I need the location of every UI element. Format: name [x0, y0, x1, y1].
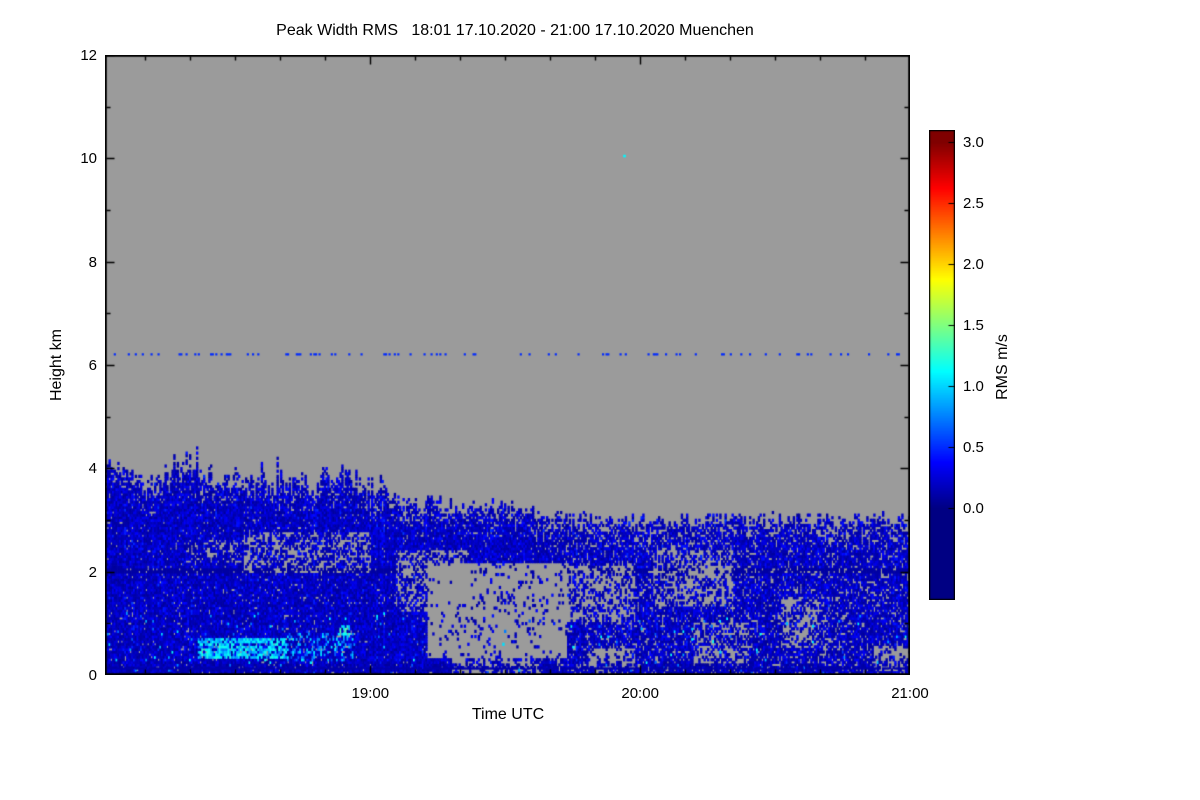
y-tick-label: 2 — [88, 563, 97, 581]
colorbar-tick-label: 2.0 — [963, 256, 984, 273]
colorbar-tick-label: 0.0 — [963, 500, 984, 517]
y-tick-label: 12 — [80, 47, 97, 64]
colorbar-tick-label: 1.5 — [963, 317, 984, 334]
colorbar-tick-label: 2.5 — [963, 195, 984, 212]
y-tick-label: 8 — [88, 253, 97, 271]
y-tick-label: 4 — [88, 460, 97, 478]
chart-title: Peak Width RMS 18:01 17.10.2020 - 21:00 … — [276, 22, 754, 39]
colorbar-tick-label: 3.0 — [963, 134, 984, 151]
x-tick-label: 19:00 — [351, 685, 390, 702]
colorbar-tick-label: 0.5 — [963, 439, 984, 456]
x-axis-label: Time UTC — [471, 706, 545, 723]
colorbar — [929, 130, 955, 600]
x-tick-label: 21:00 — [891, 685, 929, 702]
y-tick-label: 10 — [80, 150, 97, 168]
y-tick-label: 6 — [88, 357, 97, 374]
x-tick-label: 20:00 — [621, 685, 659, 702]
colorbar-tick-label: 1.0 — [963, 378, 984, 395]
y-tick-label: 0 — [88, 667, 97, 684]
heatmap-plot — [105, 55, 910, 675]
